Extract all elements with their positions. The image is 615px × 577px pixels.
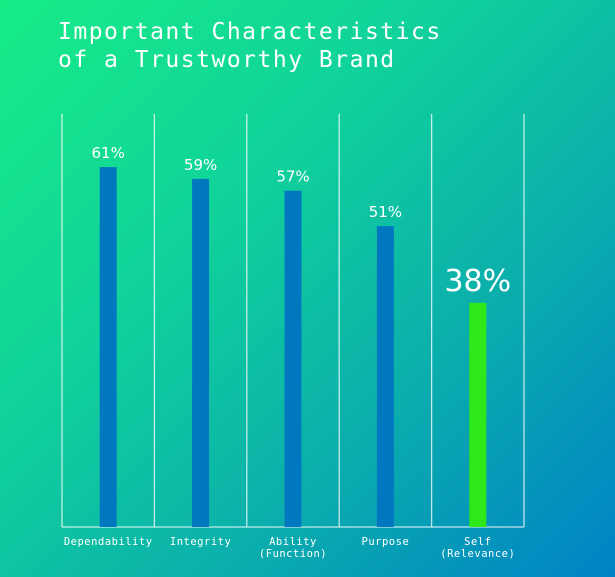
bar-2 xyxy=(284,190,302,527)
category-label-4: Self xyxy=(464,536,491,548)
chart-title-line-1: Important Characteristics xyxy=(58,19,442,45)
bar-3 xyxy=(376,226,394,527)
data-label-2: 57% xyxy=(276,168,309,186)
data-label-0: 61% xyxy=(92,144,125,162)
data-label-4: 38% xyxy=(444,264,511,299)
category-label-2: (Function) xyxy=(259,548,327,560)
category-label-0: Dependability xyxy=(64,536,153,548)
chart-title: Important Characteristics of a Trustwort… xyxy=(58,18,442,74)
bar-4 xyxy=(469,302,487,527)
category-label-2: Ability xyxy=(269,536,317,548)
category-label-4: (Relevance) xyxy=(440,548,515,560)
chart-title-line-2: of a Trustworthy Brand xyxy=(58,47,396,73)
data-label-3: 51% xyxy=(369,203,402,221)
bar-1 xyxy=(192,178,210,527)
category-label-3: Purpose xyxy=(362,536,410,548)
category-label-1: Integrity xyxy=(170,536,231,548)
bar-0 xyxy=(99,167,117,527)
data-label-1: 59% xyxy=(184,156,217,174)
